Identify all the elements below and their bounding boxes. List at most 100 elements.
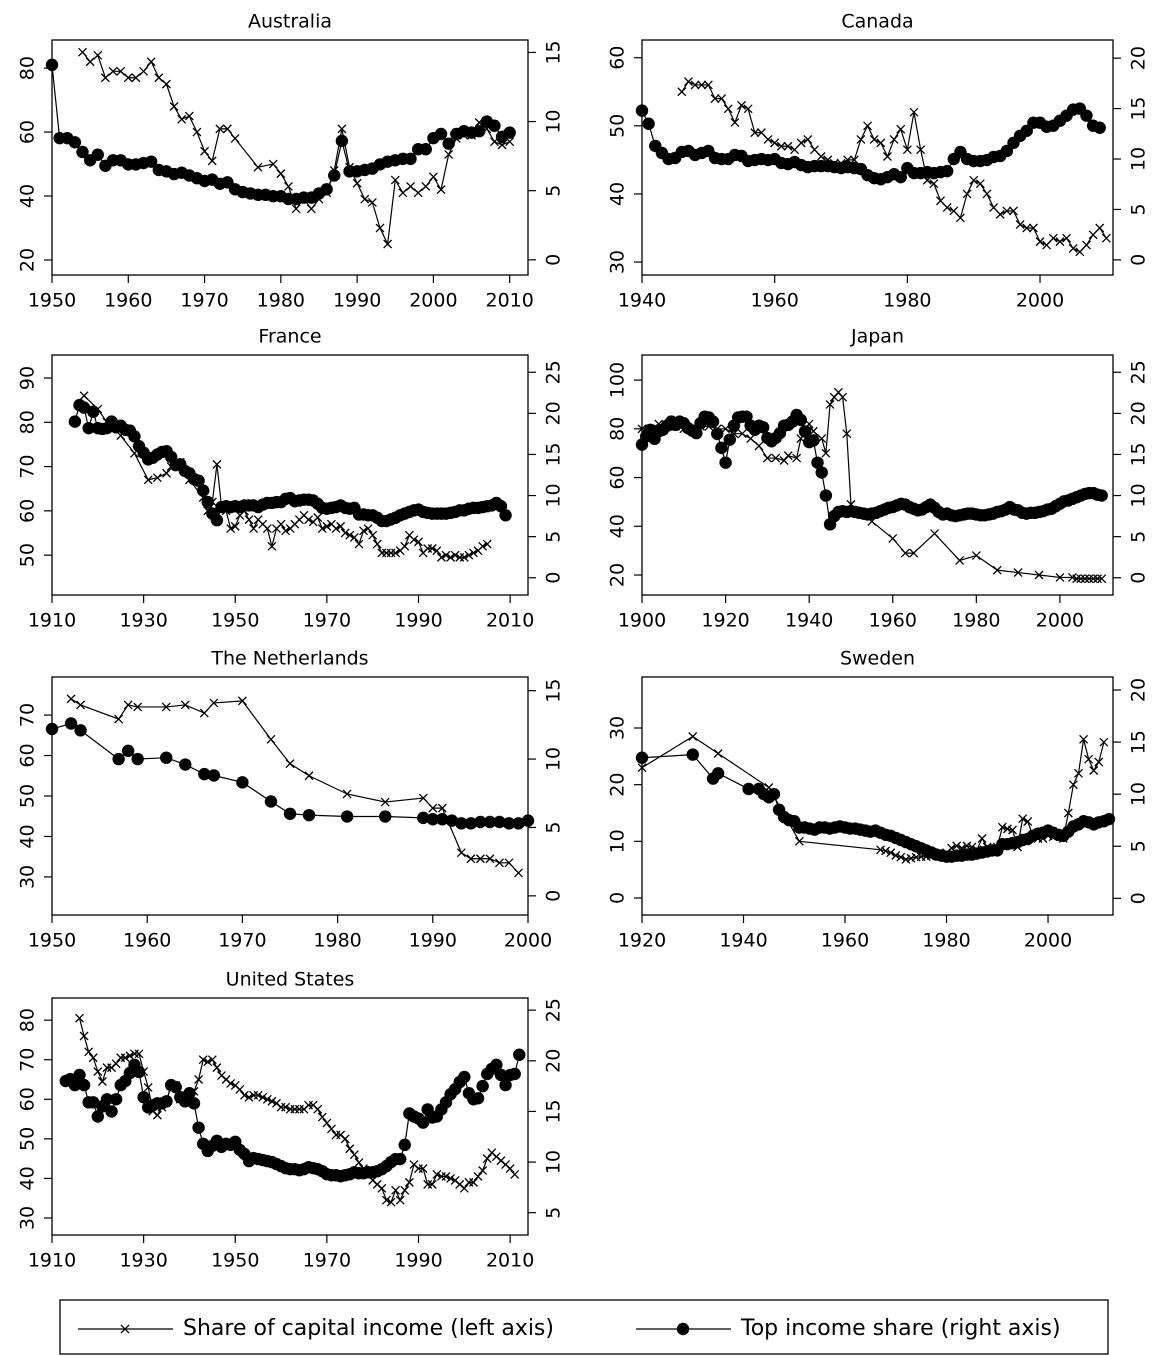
point-marker <box>340 528 350 538</box>
marker-stroke <box>1088 574 1098 584</box>
point-marker <box>1035 237 1045 247</box>
marker-stroke <box>322 521 332 531</box>
marker-stroke <box>1076 574 1086 584</box>
marker-stroke <box>1088 230 1098 240</box>
point-marker <box>84 1047 94 1057</box>
point-marker <box>482 1154 492 1164</box>
point-marker <box>776 141 786 151</box>
x-tick-label: 1970 <box>218 930 266 952</box>
point-marker <box>345 1144 355 1154</box>
marker-stroke <box>810 145 819 155</box>
marker-stroke <box>833 387 843 397</box>
point-marker <box>997 822 1007 832</box>
point-marker <box>258 1092 268 1102</box>
marker-stroke <box>207 156 217 166</box>
point-marker <box>493 815 506 829</box>
marker-stroke <box>291 204 301 214</box>
point-marker <box>754 441 764 451</box>
marker-stroke <box>450 1175 460 1185</box>
point-marker <box>432 1170 442 1179</box>
point-marker <box>762 453 772 463</box>
point-marker <box>146 57 156 67</box>
point-marker <box>363 524 373 534</box>
y-tick-label: 40 <box>17 1166 39 1190</box>
point-marker <box>771 453 781 463</box>
marker-stroke <box>730 117 740 127</box>
point-marker <box>889 134 899 144</box>
marker-stroke <box>952 841 962 851</box>
y2-tick-label: 5 <box>1128 531 1150 543</box>
point-marker <box>1009 206 1018 216</box>
point-marker <box>393 1152 407 1166</box>
marker-stroke <box>1101 233 1111 243</box>
marker-stroke <box>88 1053 98 1063</box>
series-line <box>641 753 1110 858</box>
point-marker <box>162 468 171 478</box>
point-marker <box>882 152 892 161</box>
y-tick-label: 30 <box>17 865 39 889</box>
point-marker <box>427 1179 437 1189</box>
point-marker <box>717 94 727 104</box>
marker-stroke <box>459 552 469 562</box>
marker-stroke <box>123 73 133 83</box>
point-marker <box>1101 233 1111 243</box>
point-marker <box>100 73 110 83</box>
marker-stroke <box>776 141 786 151</box>
marker-stroke <box>131 73 141 83</box>
point-marker <box>971 551 981 560</box>
point-marker <box>199 708 209 718</box>
marker-stroke <box>916 145 926 155</box>
y2-tick-label: 20 <box>1128 46 1150 70</box>
point-marker <box>428 803 438 813</box>
point-marker <box>513 1048 526 1061</box>
point-marker <box>504 858 514 868</box>
point-marker <box>152 1110 162 1120</box>
x-tick-label: 1990 <box>409 930 457 952</box>
x-tick-label: 1940 <box>785 610 833 632</box>
marker-stroke <box>466 854 476 864</box>
point-marker <box>68 415 82 428</box>
point-marker <box>198 1055 208 1065</box>
point-marker <box>192 474 205 487</box>
marker-stroke <box>456 848 466 858</box>
y-tick-label: 80 <box>17 56 39 80</box>
point-marker <box>215 124 225 134</box>
point-marker <box>390 175 400 185</box>
marker-stroke <box>375 223 385 233</box>
point-marker <box>1082 240 1091 250</box>
point-marker <box>160 1095 173 1108</box>
marker-stroke <box>133 702 143 712</box>
point-marker <box>1068 780 1078 790</box>
y-tick-label: 70 <box>17 703 39 727</box>
marker-stroke <box>1068 780 1078 790</box>
point-marker <box>466 854 476 864</box>
marker-stroke <box>377 1183 387 1193</box>
y-tick-label: 20 <box>607 773 629 797</box>
marker-stroke <box>123 700 133 710</box>
point-marker <box>1094 757 1104 767</box>
marker-stroke <box>1072 574 1082 584</box>
y2-tick-label: 10 <box>1128 147 1150 171</box>
point-marker <box>743 104 753 114</box>
point-marker <box>317 1112 327 1122</box>
point-marker <box>313 513 323 522</box>
point-marker <box>474 815 487 829</box>
marker-stroke <box>842 429 852 439</box>
point-marker <box>267 541 277 551</box>
legend-label: Top income share (right axis) <box>740 1316 1061 1341</box>
point-marker <box>427 544 437 553</box>
point-marker <box>790 145 800 155</box>
point-marker <box>207 1055 217 1065</box>
point-marker <box>360 194 370 204</box>
marker-stroke <box>962 841 972 851</box>
marker-stroke <box>783 451 793 461</box>
point-marker <box>45 58 59 72</box>
point-marker <box>180 700 190 710</box>
point-marker <box>377 1183 387 1193</box>
point-marker <box>169 102 179 111</box>
point-marker <box>886 848 896 858</box>
marker-stroke <box>783 141 793 151</box>
point-marker <box>108 66 118 76</box>
x-tick-label: 1960 <box>821 930 869 952</box>
marker-stroke <box>1068 243 1078 253</box>
